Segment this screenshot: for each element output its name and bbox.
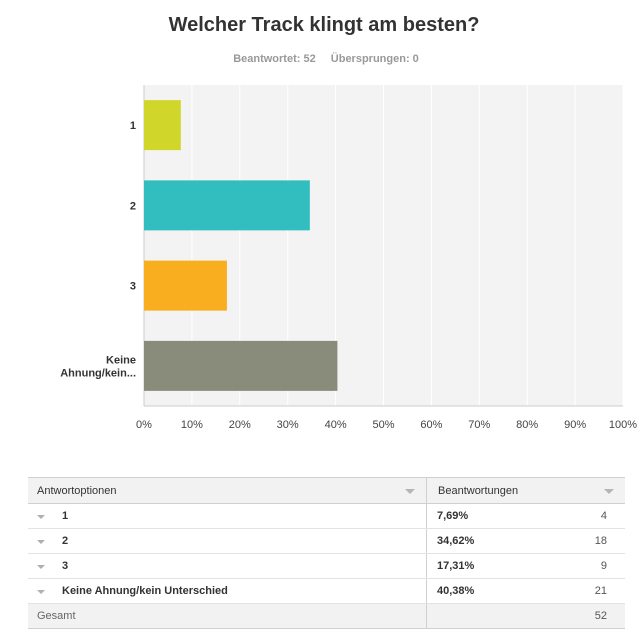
category-label: 2 <box>130 200 136 212</box>
column-header-options-label: Antwortoptionen <box>37 484 117 497</box>
x-tick-label: 30% <box>277 419 299 431</box>
column-header-options[interactable]: Antwortoptionen <box>28 477 427 504</box>
option-percent: 34,62% <box>437 535 475 547</box>
option-label: 2 <box>62 535 69 547</box>
sort-caret-icon[interactable] <box>604 489 614 494</box>
sort-caret-icon[interactable] <box>405 489 415 494</box>
bar <box>144 340 338 391</box>
question-title: Welcher Track klingt am besten? <box>168 14 480 36</box>
expand-caret-icon[interactable] <box>37 590 45 594</box>
category-label: Keine Ahnung/kein... <box>60 354 136 379</box>
option-percent: 40,38% <box>437 585 475 597</box>
option-percent: 17,31% <box>437 560 475 572</box>
x-tick-label: 20% <box>229 419 251 431</box>
table-row: Keine Ahnung/kein Unterschied 40,38% 21 <box>28 578 625 604</box>
column-header-responses[interactable]: Beantwortungen <box>426 477 625 504</box>
option-count: 9 <box>600 560 607 572</box>
total-count: 52 <box>594 610 607 622</box>
expand-caret-icon[interactable] <box>37 540 45 544</box>
option-count: 21 <box>594 585 607 597</box>
x-tick-label: 60% <box>420 419 442 431</box>
option-label: Keine Ahnung/kein Unterschied <box>62 585 228 597</box>
column-header-responses-label: Beantwortungen <box>438 484 519 497</box>
total-label: Gesamt <box>28 603 427 629</box>
bar <box>144 180 310 231</box>
option-label: 1 <box>62 510 69 522</box>
option-count: 18 <box>594 535 607 547</box>
answered-count: Beantwortet: 52 <box>233 53 316 65</box>
option-percent: 7,69% <box>437 510 469 522</box>
response-stats: Beantwortet: 52 Übersprungen: 0 <box>0 53 642 65</box>
option-count: 4 <box>600 510 607 522</box>
total-row: Gesamt 52 <box>28 603 625 629</box>
category-label: 1 <box>130 120 136 132</box>
expand-caret-icon[interactable] <box>37 515 45 519</box>
x-tick-label: 0% <box>136 419 152 431</box>
table-row: 1 7,69% 4 <box>28 503 625 529</box>
x-tick-label: 80% <box>516 419 538 431</box>
x-tick-label: 90% <box>564 419 586 431</box>
bar <box>144 260 227 311</box>
x-tick-label: 70% <box>468 419 490 431</box>
x-tick-label: 100% <box>609 419 637 431</box>
category-label: 3 <box>130 281 136 293</box>
x-tick-label: 10% <box>181 419 203 431</box>
expand-caret-icon[interactable] <box>37 565 45 569</box>
table-row: 3 17,31% 9 <box>28 553 625 579</box>
table-row: 2 34,62% 18 <box>28 528 625 554</box>
bar-chart: 0% 10% 20% 30% 40% 50% 60% 70% 80% 90% 100% 1 2 3 Kein… <box>60 85 637 431</box>
x-tick-label: 40% <box>325 419 347 431</box>
x-tick-label: 50% <box>372 419 394 431</box>
option-label: 3 <box>62 560 69 572</box>
results-table: Antwortoptionen Beantwortungen 1 7,69% 4 … <box>28 477 625 629</box>
bar <box>144 100 181 151</box>
skipped-count: Übersprungen: 0 <box>330 53 419 65</box>
